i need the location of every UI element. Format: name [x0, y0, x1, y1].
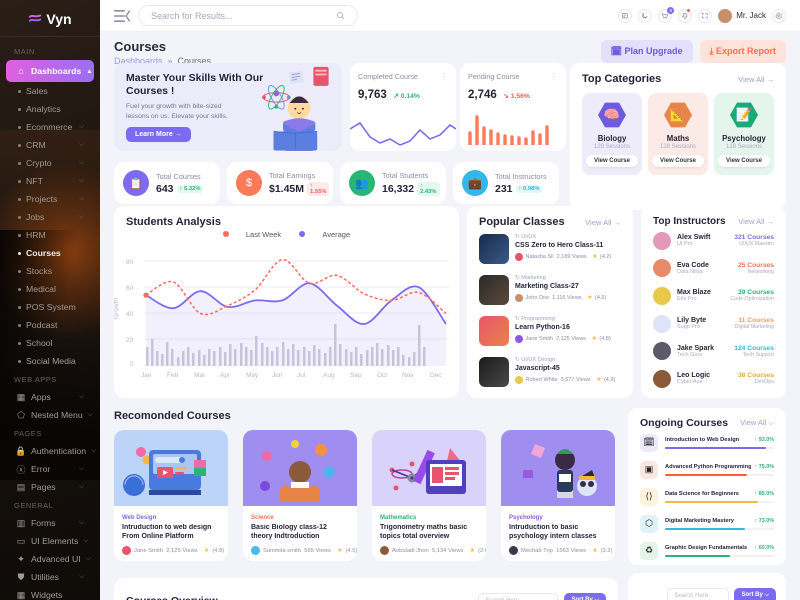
svg-text:Aug: Aug: [323, 372, 335, 379]
svg-text:Nov: Nov: [402, 372, 414, 379]
svg-text:Oct: Oct: [377, 372, 387, 379]
svg-text:May: May: [246, 372, 259, 379]
svg-text:Apr: Apr: [220, 372, 231, 379]
svg-text:Sep: Sep: [350, 372, 362, 379]
svg-text:Jun: Jun: [272, 372, 283, 379]
svg-text:Dec: Dec: [430, 372, 442, 379]
svg-text:Mar: Mar: [194, 372, 206, 379]
svg-text:Jan: Jan: [141, 372, 152, 379]
svg-text:Jul: Jul: [297, 372, 306, 379]
svg-text:Feb: Feb: [167, 372, 179, 379]
svg-text:60: 60: [126, 285, 134, 292]
svg-text:Growth: Growth: [114, 298, 120, 319]
svg-text:40: 40: [126, 311, 134, 318]
svg-text:0: 0: [130, 361, 134, 368]
svg-text:20: 20: [126, 337, 134, 344]
svg-text:80: 80: [126, 259, 134, 266]
